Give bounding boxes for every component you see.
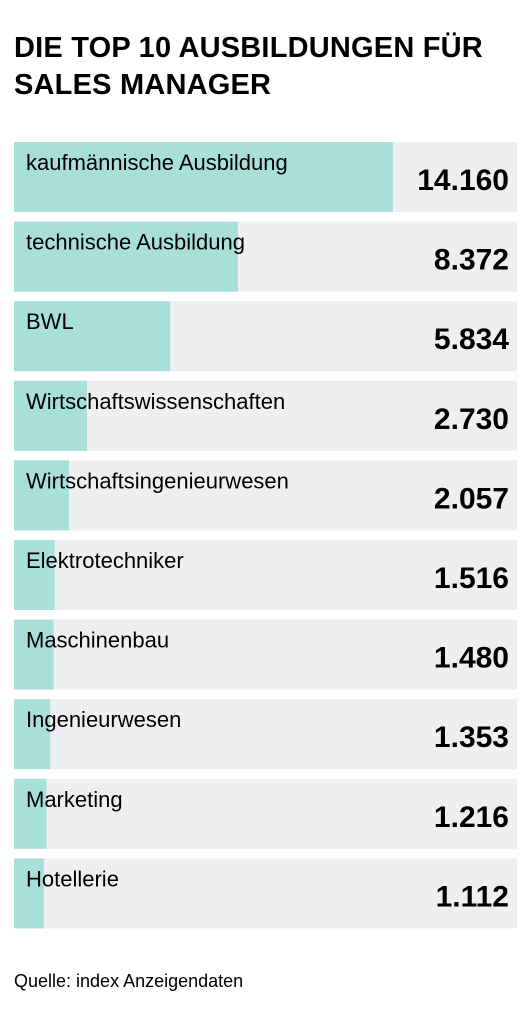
bar-row: Elektrotechniker 1.516	[14, 540, 517, 610]
category-label: BWL	[26, 309, 74, 334]
bar-track	[14, 778, 517, 849]
value-label: 2.057	[434, 482, 509, 515]
bar	[14, 380, 87, 451]
value-label: 1.216	[434, 801, 509, 834]
bar-track	[14, 460, 517, 531]
bar-row: Marketing 1.216	[14, 778, 517, 849]
bar	[14, 221, 238, 292]
category-label: technische Ausbildung	[26, 230, 245, 255]
value-label: 1.353	[434, 721, 509, 754]
bar	[14, 778, 47, 849]
category-label: Elektrotechniker	[26, 548, 184, 573]
bar-row: BWL 5.834	[14, 301, 517, 372]
bar	[14, 460, 69, 531]
category-label: Hotellerie	[26, 866, 119, 891]
category-label: kaufmännische Ausbildung	[26, 150, 288, 175]
category-label: Ingenieurwesen	[26, 707, 181, 732]
bar	[14, 142, 393, 212]
source-note: Quelle: index Anzeigendaten	[14, 971, 244, 991]
category-label: Marketing	[26, 787, 123, 812]
bar	[14, 301, 171, 372]
bar-track	[14, 699, 517, 770]
value-label: 14.160	[417, 164, 509, 197]
bar-row: Wirtschaftsingenieurwesen 2.057	[14, 460, 517, 531]
value-label: 2.730	[434, 403, 509, 436]
bar-track	[14, 858, 517, 929]
category-label: Wirtschaftsingenieurwesen	[26, 468, 289, 493]
value-label: 1.480	[434, 642, 509, 675]
value-label: 8.372	[434, 244, 509, 277]
value-label: 1.516	[434, 562, 509, 595]
bar-track	[14, 540, 517, 610]
bar-row: Maschinenbau 1.480	[14, 619, 517, 690]
bar-track	[14, 380, 517, 451]
bar-row: Ingenieurwesen 1.353	[14, 699, 517, 770]
bar	[14, 699, 51, 770]
bar-track	[14, 619, 517, 690]
bar	[14, 540, 55, 610]
chart-title: Die Top 10 Ausbildungen für Sales Manage…	[14, 32, 483, 101]
bar-chart: kaufmännische Ausbildung 14.160 technische…	[14, 142, 517, 929]
value-label: 1.112	[436, 880, 509, 913]
bar-row: kaufmännische Ausbildung 14.160	[14, 142, 517, 212]
bar	[14, 858, 44, 929]
bar-row: Wirtschaftswissenschaften 2.730	[14, 380, 517, 451]
category-label: Wirtschaftswissenschaften	[26, 389, 285, 414]
category-label: Maschinenbau	[26, 628, 169, 653]
value-label: 5.834	[434, 323, 509, 356]
bar-row: technische Ausbildung 8.372	[14, 221, 517, 292]
bar	[14, 619, 54, 690]
bar-row: Hotellerie 1.112	[14, 858, 517, 929]
